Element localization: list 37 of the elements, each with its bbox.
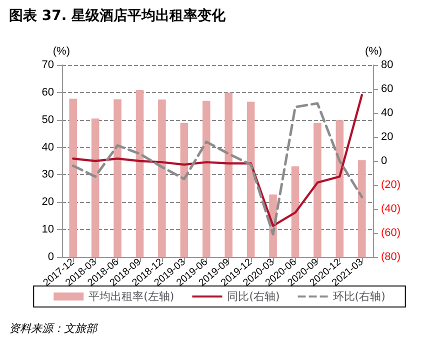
- y-tick-label: 20: [42, 196, 54, 208]
- text: 资料来源：文旅部: [9, 322, 99, 335]
- y-axis-title: (%): [52, 46, 70, 58]
- legend-label: 同比(右轴): [227, 290, 280, 303]
- bar: [336, 120, 344, 257]
- y2-tick-label: 0: [381, 155, 388, 167]
- y-tick-label: 70: [42, 59, 54, 71]
- y2-axis-title: (%): [365, 46, 382, 58]
- y2-tick-label: (80): [381, 251, 401, 263]
- y2-tick-label: 20: [381, 131, 394, 143]
- y-tick-label: 50: [42, 114, 54, 126]
- y2-tick-label: 60: [381, 83, 394, 95]
- bar: [202, 100, 210, 257]
- bar: [246, 102, 255, 257]
- y2-tick-label: (20): [381, 179, 401, 191]
- bar: [91, 118, 100, 257]
- bar: [69, 98, 77, 257]
- bar: [291, 166, 300, 257]
- y-tick-label: 10: [42, 224, 54, 236]
- y-tick-label: 0: [48, 251, 54, 263]
- legend-label: 平均出租率(左轴): [88, 290, 174, 303]
- bar: [136, 90, 144, 257]
- bar: [158, 100, 166, 257]
- y-tick-label: 30: [42, 168, 54, 181]
- legend-label: 环比(右轴): [332, 290, 386, 303]
- chart-title: 图表 37. 星级酒店平均出租率变化: [9, 7, 227, 24]
- bar: [180, 122, 188, 257]
- y-tick-label: 60: [42, 86, 54, 98]
- y2-tick-label: 40: [381, 107, 394, 119]
- y2-tick-label: (60): [381, 227, 401, 239]
- y2-tick-label: 80: [381, 59, 394, 71]
- bar: [114, 99, 122, 257]
- y-tick-label: 40: [42, 141, 54, 154]
- bar: [358, 160, 366, 257]
- y2-tick-label: (40): [381, 203, 401, 215]
- bar: [224, 92, 232, 257]
- bar: [314, 122, 322, 257]
